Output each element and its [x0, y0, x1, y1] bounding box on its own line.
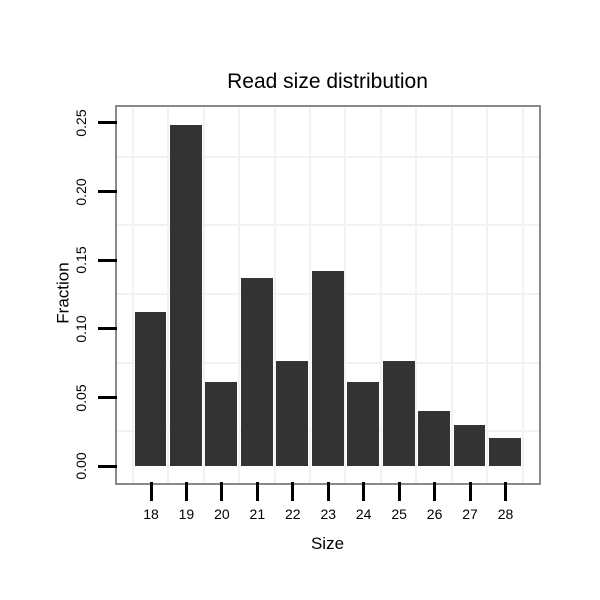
- y-axis-title: Fraction: [53, 262, 73, 324]
- y-axis-tick: [98, 464, 117, 468]
- y-axis-tick-label: 0.05: [73, 383, 89, 412]
- minor-gridline-vertical: [131, 106, 134, 483]
- minor-gridline-horizontal: [116, 155, 539, 158]
- x-axis-tick-label: 19: [178, 506, 195, 522]
- x-axis-tick: [504, 482, 507, 501]
- bar: [311, 270, 344, 466]
- plot-panel: [114, 104, 541, 485]
- y-axis-tick-label: 0.10: [73, 315, 89, 343]
- minor-gridline-vertical: [379, 106, 382, 483]
- bar: [347, 381, 380, 466]
- chart-title: Read size distribution: [227, 70, 428, 93]
- bar: [489, 438, 521, 466]
- x-axis-tick-label: 20: [214, 506, 230, 522]
- x-axis-tick: [326, 482, 330, 501]
- x-axis-tick-label: 25: [391, 506, 407, 522]
- x-axis-tick-label: 27: [462, 506, 478, 522]
- minor-gridline-vertical: [167, 106, 170, 483]
- x-axis-tick-label: 21: [249, 506, 266, 522]
- y-axis-tick-label: 0.15: [73, 246, 89, 274]
- y-axis-tick: [98, 258, 117, 262]
- x-axis-tick-label: 22: [285, 506, 301, 522]
- x-axis-tick: [149, 482, 153, 501]
- x-axis-tick: [184, 482, 188, 501]
- x-axis-tick: [220, 482, 224, 501]
- minor-gridline-vertical: [238, 106, 241, 483]
- bar: [276, 361, 309, 466]
- bar: [205, 381, 238, 466]
- x-axis-tick: [397, 482, 401, 501]
- x-axis-tick-label: 18: [143, 506, 159, 522]
- x-axis-tick-label: 24: [355, 506, 372, 522]
- bar: [240, 277, 273, 466]
- y-axis-tick-label: 0.20: [73, 177, 89, 206]
- minor-gridline-vertical: [273, 106, 276, 483]
- y-axis-tick: [98, 190, 117, 193]
- x-axis-tick: [468, 482, 472, 501]
- y-axis-tick: [98, 327, 117, 331]
- minor-gridline-vertical: [344, 106, 347, 483]
- bar: [418, 410, 451, 466]
- bar: [170, 125, 202, 466]
- bar: [134, 311, 167, 466]
- x-axis-tick-label: 23: [320, 506, 337, 522]
- minor-gridline-horizontal: [116, 224, 539, 227]
- y-axis-tick-label: 0.00: [73, 452, 89, 480]
- minor-gridline-vertical: [521, 106, 524, 483]
- y-axis-tick: [98, 396, 117, 400]
- x-axis-tick-label: 28: [497, 506, 514, 522]
- minor-gridline-vertical: [486, 106, 489, 483]
- bar: [453, 424, 486, 466]
- x-axis-tick: [362, 482, 366, 501]
- y-axis-tick: [98, 121, 117, 125]
- bar: [382, 361, 415, 466]
- y-axis-tick-label: 0.25: [73, 109, 89, 137]
- minor-gridline-vertical: [450, 106, 453, 483]
- x-axis-tick: [433, 482, 437, 501]
- x-axis-tick: [291, 482, 295, 501]
- x-axis-tick-label: 26: [426, 506, 443, 522]
- x-axis-title: Size: [310, 534, 345, 553]
- minor-gridline-vertical: [309, 106, 312, 483]
- x-axis-tick: [255, 482, 259, 501]
- minor-gridline-vertical: [202, 106, 205, 483]
- minor-gridline-vertical: [415, 106, 418, 483]
